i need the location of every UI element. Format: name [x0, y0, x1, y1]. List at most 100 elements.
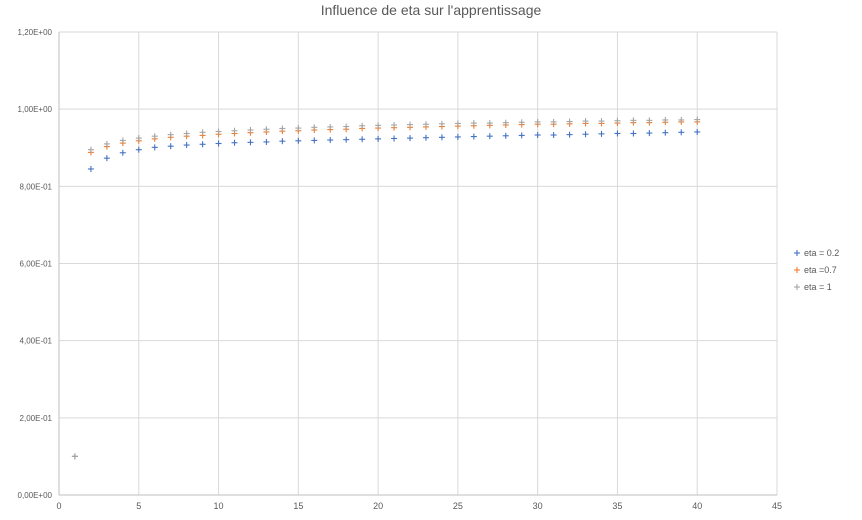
data-point [151, 133, 158, 140]
data-point [119, 149, 126, 156]
data-point [247, 127, 254, 134]
data-point [614, 117, 621, 124]
legend-label: eta = 1 [804, 282, 832, 292]
gridlines [59, 31, 778, 496]
data-point [422, 134, 429, 141]
data-point [135, 135, 142, 142]
data-point [263, 138, 270, 145]
data-point [566, 118, 573, 125]
data-point [167, 131, 174, 138]
data-point [183, 142, 190, 149]
data-point [215, 128, 222, 135]
data-point [502, 132, 509, 139]
data-point [662, 129, 669, 136]
data-point [534, 118, 541, 125]
data-point [183, 130, 190, 137]
data-point [87, 146, 94, 153]
y-tick-label: 1,00E+00 [18, 105, 53, 114]
legend-item: eta = 1 [794, 282, 832, 292]
data-point [103, 155, 110, 162]
legend-marker [794, 250, 800, 256]
data-point [438, 134, 445, 141]
data-point [279, 125, 286, 132]
axes: 0,00E+00 2,00E-01 4,00E-01 6,00E-01 8,00E-01… [18, 28, 782, 511]
y-tick-label: 1,20E+00 [18, 28, 53, 37]
data-point [295, 137, 302, 144]
x-tick-label: 15 [293, 501, 303, 511]
data-point [279, 138, 286, 145]
data-point [375, 122, 382, 129]
data-point [550, 132, 557, 139]
data-point [582, 118, 589, 125]
x-tick-label: 0 [56, 501, 61, 511]
data-point [311, 124, 318, 131]
chart-title: Influence de eta sur l'apprentissage [320, 2, 542, 18]
y-tick-label: 6,00E-01 [20, 260, 53, 269]
data-point [598, 118, 605, 125]
y-tick-label: 0,00E+00 [18, 491, 53, 500]
data-point [135, 146, 142, 153]
data-point [454, 133, 461, 140]
data-point [422, 121, 429, 128]
data-point [470, 133, 477, 140]
series-2 [71, 118, 701, 460]
series-3 [71, 116, 701, 460]
data-point [630, 117, 637, 124]
series-1 [71, 128, 701, 460]
data-point [486, 133, 493, 140]
data-point [694, 128, 701, 135]
data-point [391, 121, 398, 128]
y-tick-label: 8,00E-01 [20, 182, 53, 191]
legend-label: eta = 0.2 [804, 248, 839, 258]
data-point [678, 116, 685, 123]
x-tick-label: 30 [533, 501, 543, 511]
x-tick-label: 40 [692, 501, 702, 511]
data-point [167, 143, 174, 150]
x-tick-label: 35 [612, 501, 622, 511]
data-point [694, 116, 701, 123]
data-point [646, 130, 653, 137]
data-point [470, 120, 477, 127]
x-tick-label: 20 [373, 501, 383, 511]
data-point [582, 131, 589, 138]
data-point [343, 123, 350, 130]
data-point [327, 123, 334, 130]
data-point [343, 136, 350, 143]
data-point [119, 137, 126, 144]
data-point [614, 130, 621, 137]
data-point [215, 140, 222, 147]
legend-label: eta =0.7 [804, 265, 837, 275]
data-point [327, 137, 334, 144]
x-tick-label: 45 [772, 501, 782, 511]
data-point [263, 126, 270, 133]
legend-item: eta = 0.2 [794, 248, 839, 258]
data-point [502, 119, 509, 126]
x-tick-label: 25 [453, 501, 463, 511]
data-point [646, 117, 653, 124]
data-point [231, 127, 238, 134]
data-point [391, 135, 398, 142]
data-point [630, 130, 637, 137]
data-point [87, 165, 94, 172]
data-series [71, 116, 701, 460]
y-tick-label: 4,00E-01 [20, 337, 53, 346]
data-point [598, 130, 605, 137]
data-point [407, 121, 414, 128]
data-point [199, 129, 206, 136]
data-point [438, 120, 445, 127]
legend-marker [794, 284, 800, 290]
data-point [359, 136, 366, 143]
data-point [199, 141, 206, 148]
legend-marker [794, 267, 800, 273]
legend-item: eta =0.7 [794, 265, 837, 275]
data-point [454, 120, 461, 127]
data-point [518, 119, 525, 126]
data-point [359, 122, 366, 129]
data-point [311, 137, 318, 144]
data-point [486, 120, 493, 127]
data-point [662, 116, 669, 123]
data-point [231, 139, 238, 146]
data-point [103, 140, 110, 147]
data-point [534, 132, 541, 139]
